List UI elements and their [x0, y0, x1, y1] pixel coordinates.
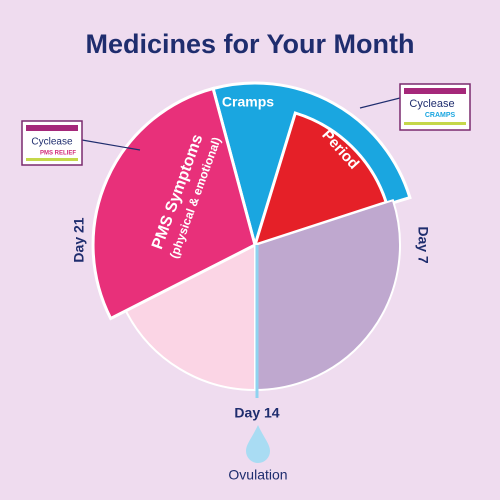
logo-stripe	[26, 125, 78, 131]
logo-brand: Cyclease	[31, 137, 73, 148]
logo-stripe	[404, 122, 466, 125]
ovulation-label: Ovulation	[228, 467, 287, 483]
title: Medicines for Your Month	[85, 29, 414, 59]
day-label: Day 7	[415, 226, 431, 264]
neutral-wedge	[124, 243, 256, 392]
pms-wedge	[91, 86, 257, 321]
logo-product: CRAMPS	[425, 112, 456, 119]
logo-pointer	[81, 139, 141, 151]
drop-icon	[246, 425, 270, 463]
logo-pointer	[359, 97, 401, 109]
day-label: Day 14	[234, 405, 279, 421]
logo-brand: Cyclease	[409, 98, 454, 110]
late-cycle-wedge	[254, 198, 401, 392]
cramps-label: Cramps	[222, 94, 274, 110]
logo-product: PMS RELIEF	[40, 151, 76, 157]
logo-stripe	[404, 88, 466, 94]
day-label: Day 21	[71, 217, 87, 262]
logo-stripe	[26, 158, 78, 161]
